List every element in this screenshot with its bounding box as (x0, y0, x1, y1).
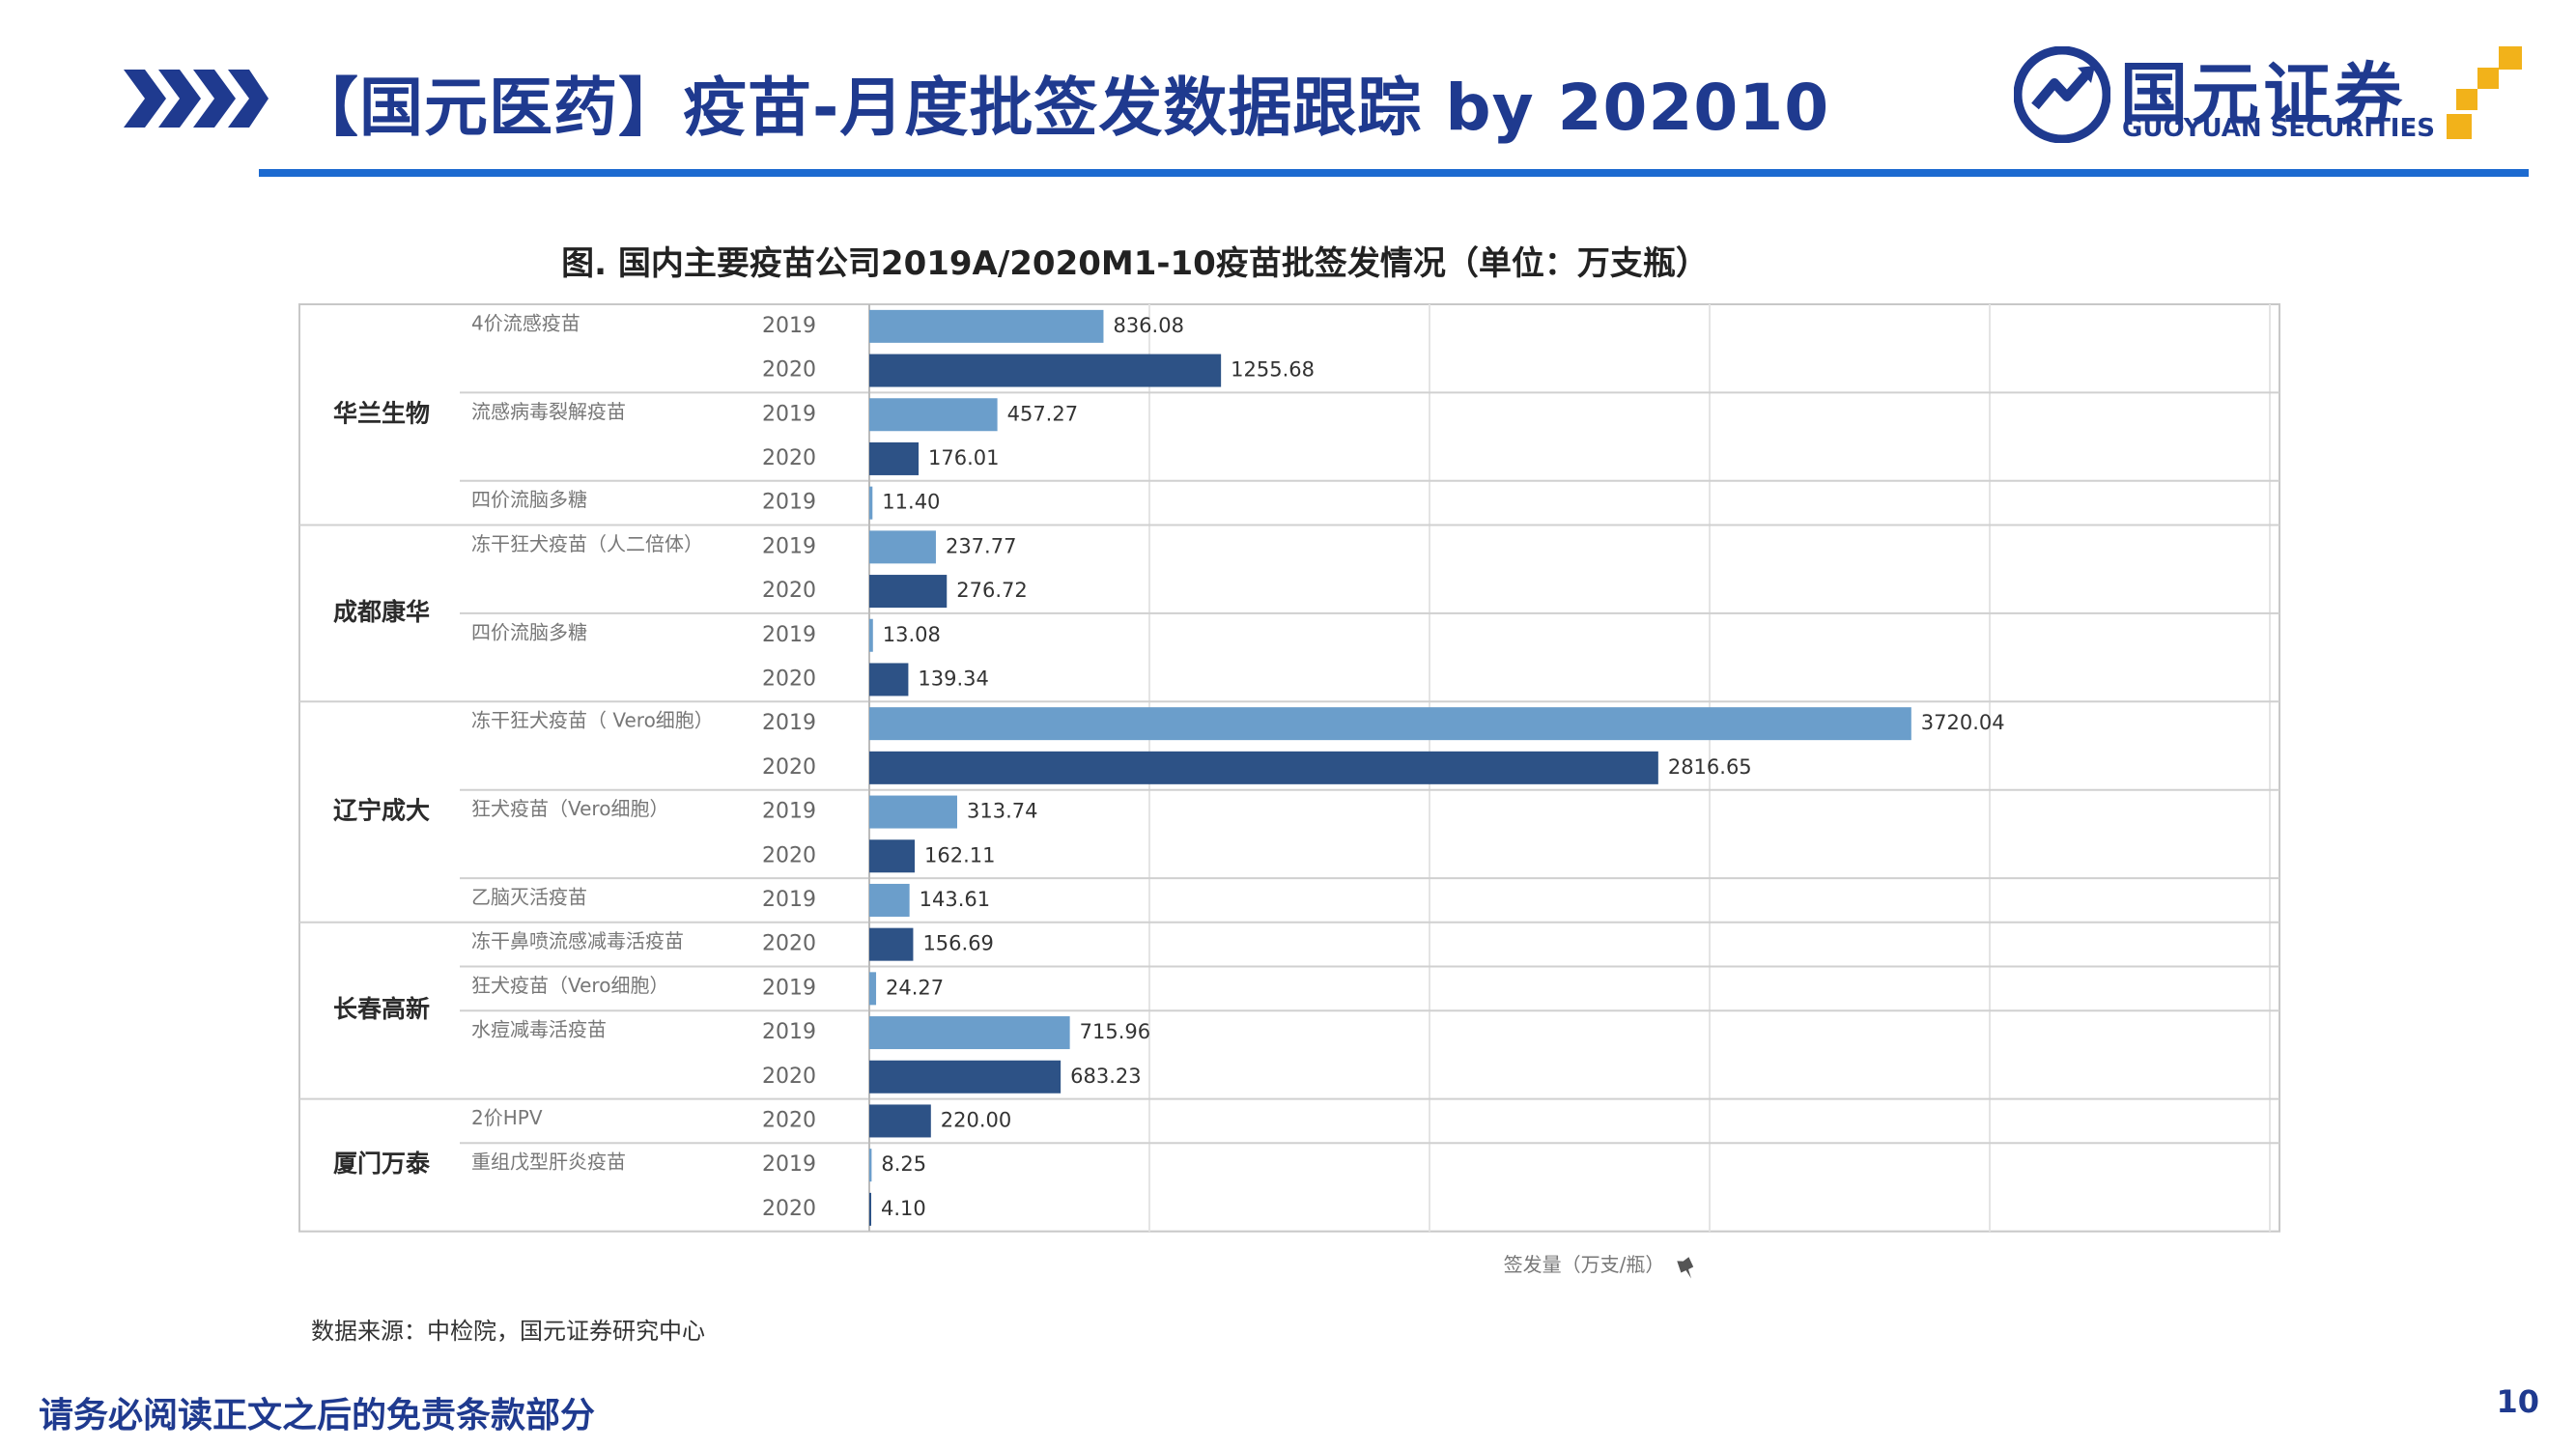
year-label: 2020 (762, 932, 816, 956)
bar-2019 (869, 707, 1911, 741)
product-label: 乙脑灭活疫苗 (471, 885, 587, 908)
year-label: 2019 (762, 534, 816, 558)
bar-2019 (869, 530, 936, 564)
data-label: 3720.04 (1921, 711, 2005, 734)
year-label: 2020 (762, 1108, 816, 1132)
year-label: 2019 (762, 711, 816, 735)
data-label: 139.34 (918, 667, 988, 690)
product-label: 4价流感疫苗 (471, 311, 580, 334)
data-label: 11.40 (882, 491, 940, 514)
year-label: 2020 (762, 1197, 816, 1221)
page-number: 10 (2496, 1383, 2539, 1420)
year-label: 2019 (762, 1152, 816, 1177)
year-label: 2020 (762, 579, 816, 603)
data-label: 1255.68 (1231, 358, 1315, 382)
data-label: 457.27 (1007, 402, 1078, 425)
year-label: 2020 (762, 1065, 816, 1089)
bar-2019 (869, 618, 873, 652)
disclaimer-text: 请务必阅读正文之后的免责条款部分 (39, 1396, 596, 1435)
company-label: 长春高新 (333, 995, 430, 1023)
chart-frame (298, 303, 2280, 1233)
header-rule (259, 169, 2529, 177)
year-label: 2019 (762, 888, 816, 912)
bar-2019 (869, 795, 957, 829)
bar-2020 (869, 927, 914, 961)
data-label: 162.11 (924, 843, 995, 867)
data-label: 4.10 (881, 1197, 926, 1220)
logo-gold-steps-icon (2447, 46, 2522, 139)
year-label: 2020 (762, 446, 816, 470)
product-label: 重组戊型肝炎疫苗 (471, 1151, 626, 1174)
bar-2019 (869, 883, 910, 917)
data-label: 24.27 (886, 976, 944, 999)
data-label: 220.00 (941, 1108, 1011, 1131)
data-label: 276.72 (956, 579, 1027, 602)
data-label: 176.01 (928, 446, 999, 469)
year-label: 2019 (762, 314, 816, 338)
product-label: 水痘减毒活疫苗 (471, 1018, 607, 1041)
bar-2019 (869, 398, 998, 432)
year-label: 2020 (762, 755, 816, 780)
bar-2020 (869, 441, 920, 475)
product-label: 狂犬疫苗（Vero细胞） (471, 974, 668, 997)
year-label: 2020 (762, 358, 816, 383)
data-label: 2816.65 (1668, 755, 1752, 779)
product-label: 四价流脑多糖 (471, 488, 587, 511)
data-label: 313.74 (967, 800, 1037, 823)
data-label: 237.77 (946, 534, 1016, 557)
bar-2020 (869, 839, 916, 873)
bar-2019 (869, 972, 877, 1006)
chevron-arrows-icon (124, 70, 269, 128)
product-label: 狂犬疫苗（Vero细胞） (471, 797, 668, 820)
data-label: 8.25 (881, 1152, 926, 1176)
data-label: 683.23 (1070, 1065, 1141, 1088)
year-label: 2020 (762, 667, 816, 691)
year-label: 2019 (762, 800, 816, 824)
year-label: 2020 (762, 843, 816, 867)
company-logo: 国元证券 GUOYUAN SECURITIES (2014, 39, 2555, 155)
data-label: 715.96 (1080, 1020, 1150, 1043)
page-title: 【国元医药】疫苗-月度批签发数据跟踪 by 202010 (295, 71, 1830, 145)
company-label: 成都康华 (333, 598, 430, 626)
bar-2020 (869, 1104, 931, 1138)
product-label: 流感病毒裂解疫苗 (471, 400, 626, 423)
year-label: 2019 (762, 623, 816, 647)
logo-emblem-icon (2014, 46, 2110, 143)
product-label: 2价HPV (471, 1106, 543, 1129)
data-source-note: 数据来源：中检院，国元证券研究中心 (311, 1318, 705, 1345)
bar-2020 (869, 575, 948, 609)
logo-text-en: GUOYUAN SECURITIES (2122, 114, 2435, 143)
bar-2020 (869, 1192, 871, 1226)
product-label: 冻干狂犬疫苗（ Vero细胞） (471, 709, 714, 732)
year-label: 2019 (762, 976, 816, 1000)
year-label: 2019 (762, 491, 816, 515)
data-label: 156.69 (922, 932, 993, 955)
year-label: 2019 (762, 402, 816, 426)
company-label: 华兰生物 (333, 399, 430, 427)
bar-2020 (869, 354, 1222, 387)
bar-2019 (869, 1016, 1070, 1050)
year-label: 2019 (762, 1020, 816, 1044)
bar-2019 (869, 1149, 872, 1182)
logo-text-cn: 国元证券 (2120, 55, 2406, 134)
bar-2019 (869, 486, 873, 520)
company-label: 辽宁成大 (333, 797, 430, 825)
data-label: 13.08 (883, 623, 941, 646)
product-label: 四价流脑多糖 (471, 620, 587, 643)
bar-2019 (869, 309, 1104, 343)
chart-title: 图. 国内主要疫苗公司2019A/2020M1-10疫苗批签发情况（单位：万支瓶… (561, 244, 1709, 283)
company-label: 厦门万泰 (333, 1150, 431, 1178)
bar-2020 (869, 751, 1658, 784)
x-axis-label: 签发量（万支/瓶） (1504, 1253, 1665, 1276)
pin-icon (1677, 1257, 1694, 1279)
data-label: 143.61 (920, 888, 990, 911)
bar-2020 (869, 1060, 1062, 1094)
bar-2020 (869, 663, 909, 696)
data-label: 836.08 (1113, 314, 1183, 337)
product-label: 冻干狂犬疫苗（人二倍体） (471, 532, 703, 555)
product-label: 冻干鼻喷流感减毒活疫苗 (471, 929, 684, 952)
